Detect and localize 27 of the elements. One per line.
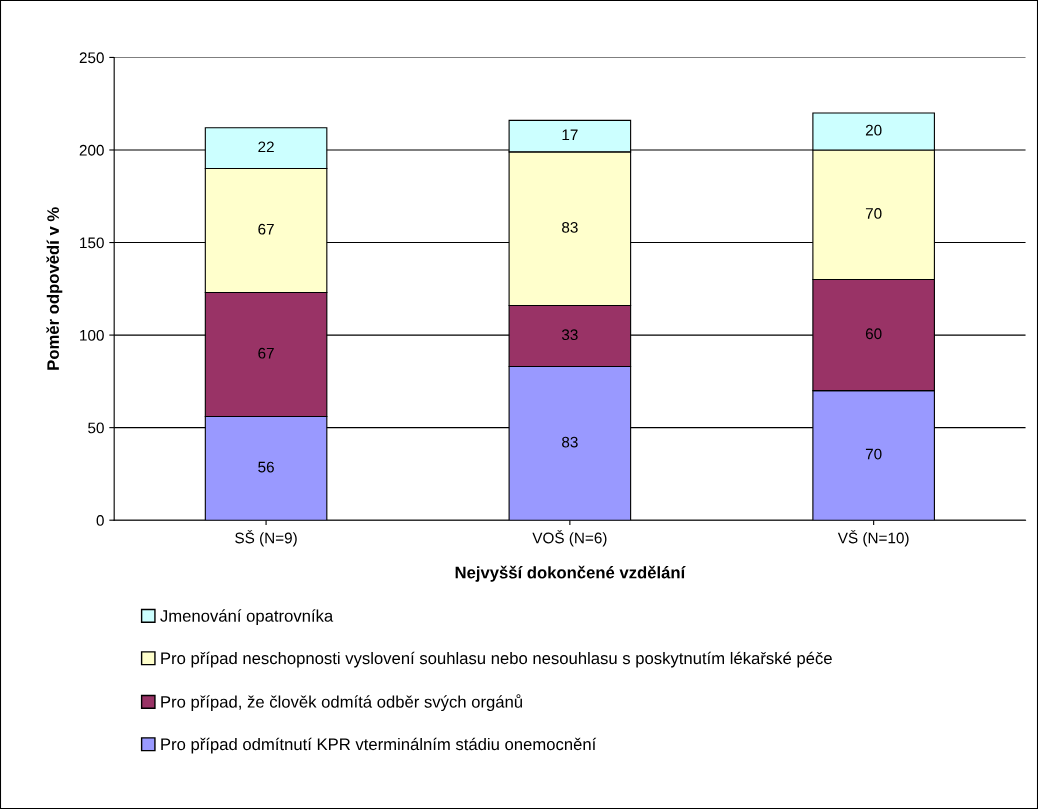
data-label: 70 bbox=[865, 208, 882, 219]
x-axis-title: Nejvyšší dokončené vzdělání bbox=[455, 565, 686, 582]
data-label: 22 bbox=[258, 141, 274, 153]
y-tick-label: 0 bbox=[96, 515, 104, 526]
data-label: 67 bbox=[258, 347, 274, 359]
y-tick-label: 200 bbox=[79, 144, 104, 156]
data-label: 83 bbox=[562, 436, 578, 448]
data-label: 17 bbox=[562, 129, 578, 141]
data-label: 60 bbox=[865, 328, 882, 340]
x-tick-label: VŠ (N=10) bbox=[837, 529, 909, 547]
y-tick-label: 250 bbox=[79, 52, 104, 64]
y-tick-label: 50 bbox=[88, 422, 104, 434]
data-label: 70 bbox=[865, 448, 882, 460]
legend-label: Pro případ neschopnosti vyslovení souhlasu nebo nesouhlasu s poskytnutím lékařské péče bbox=[161, 651, 832, 668]
y-tick-label: 100 bbox=[80, 329, 104, 341]
data-label: 56 bbox=[258, 461, 274, 473]
y-tick-label: 150 bbox=[80, 237, 104, 249]
x-tick-label: VOŠ (N=6) bbox=[532, 529, 607, 547]
legend-label: Pro případ odmítnutí KPR vterminálním stádiu onemocnění bbox=[161, 737, 597, 754]
data-label: 83 bbox=[562, 221, 578, 233]
data-label: 67 bbox=[258, 223, 274, 235]
y-axis-title: Poměr odpovědí v % bbox=[46, 207, 63, 370]
legend-label: Pro případ, že člověk odmítá odběr svých orgánů bbox=[161, 694, 522, 712]
data-label: 20 bbox=[865, 124, 882, 136]
data-label: 33 bbox=[561, 329, 578, 341]
legend-label: Jmenování opatrovníka bbox=[160, 609, 334, 626]
x-tick-label: SŠ (N=9) bbox=[235, 529, 297, 547]
